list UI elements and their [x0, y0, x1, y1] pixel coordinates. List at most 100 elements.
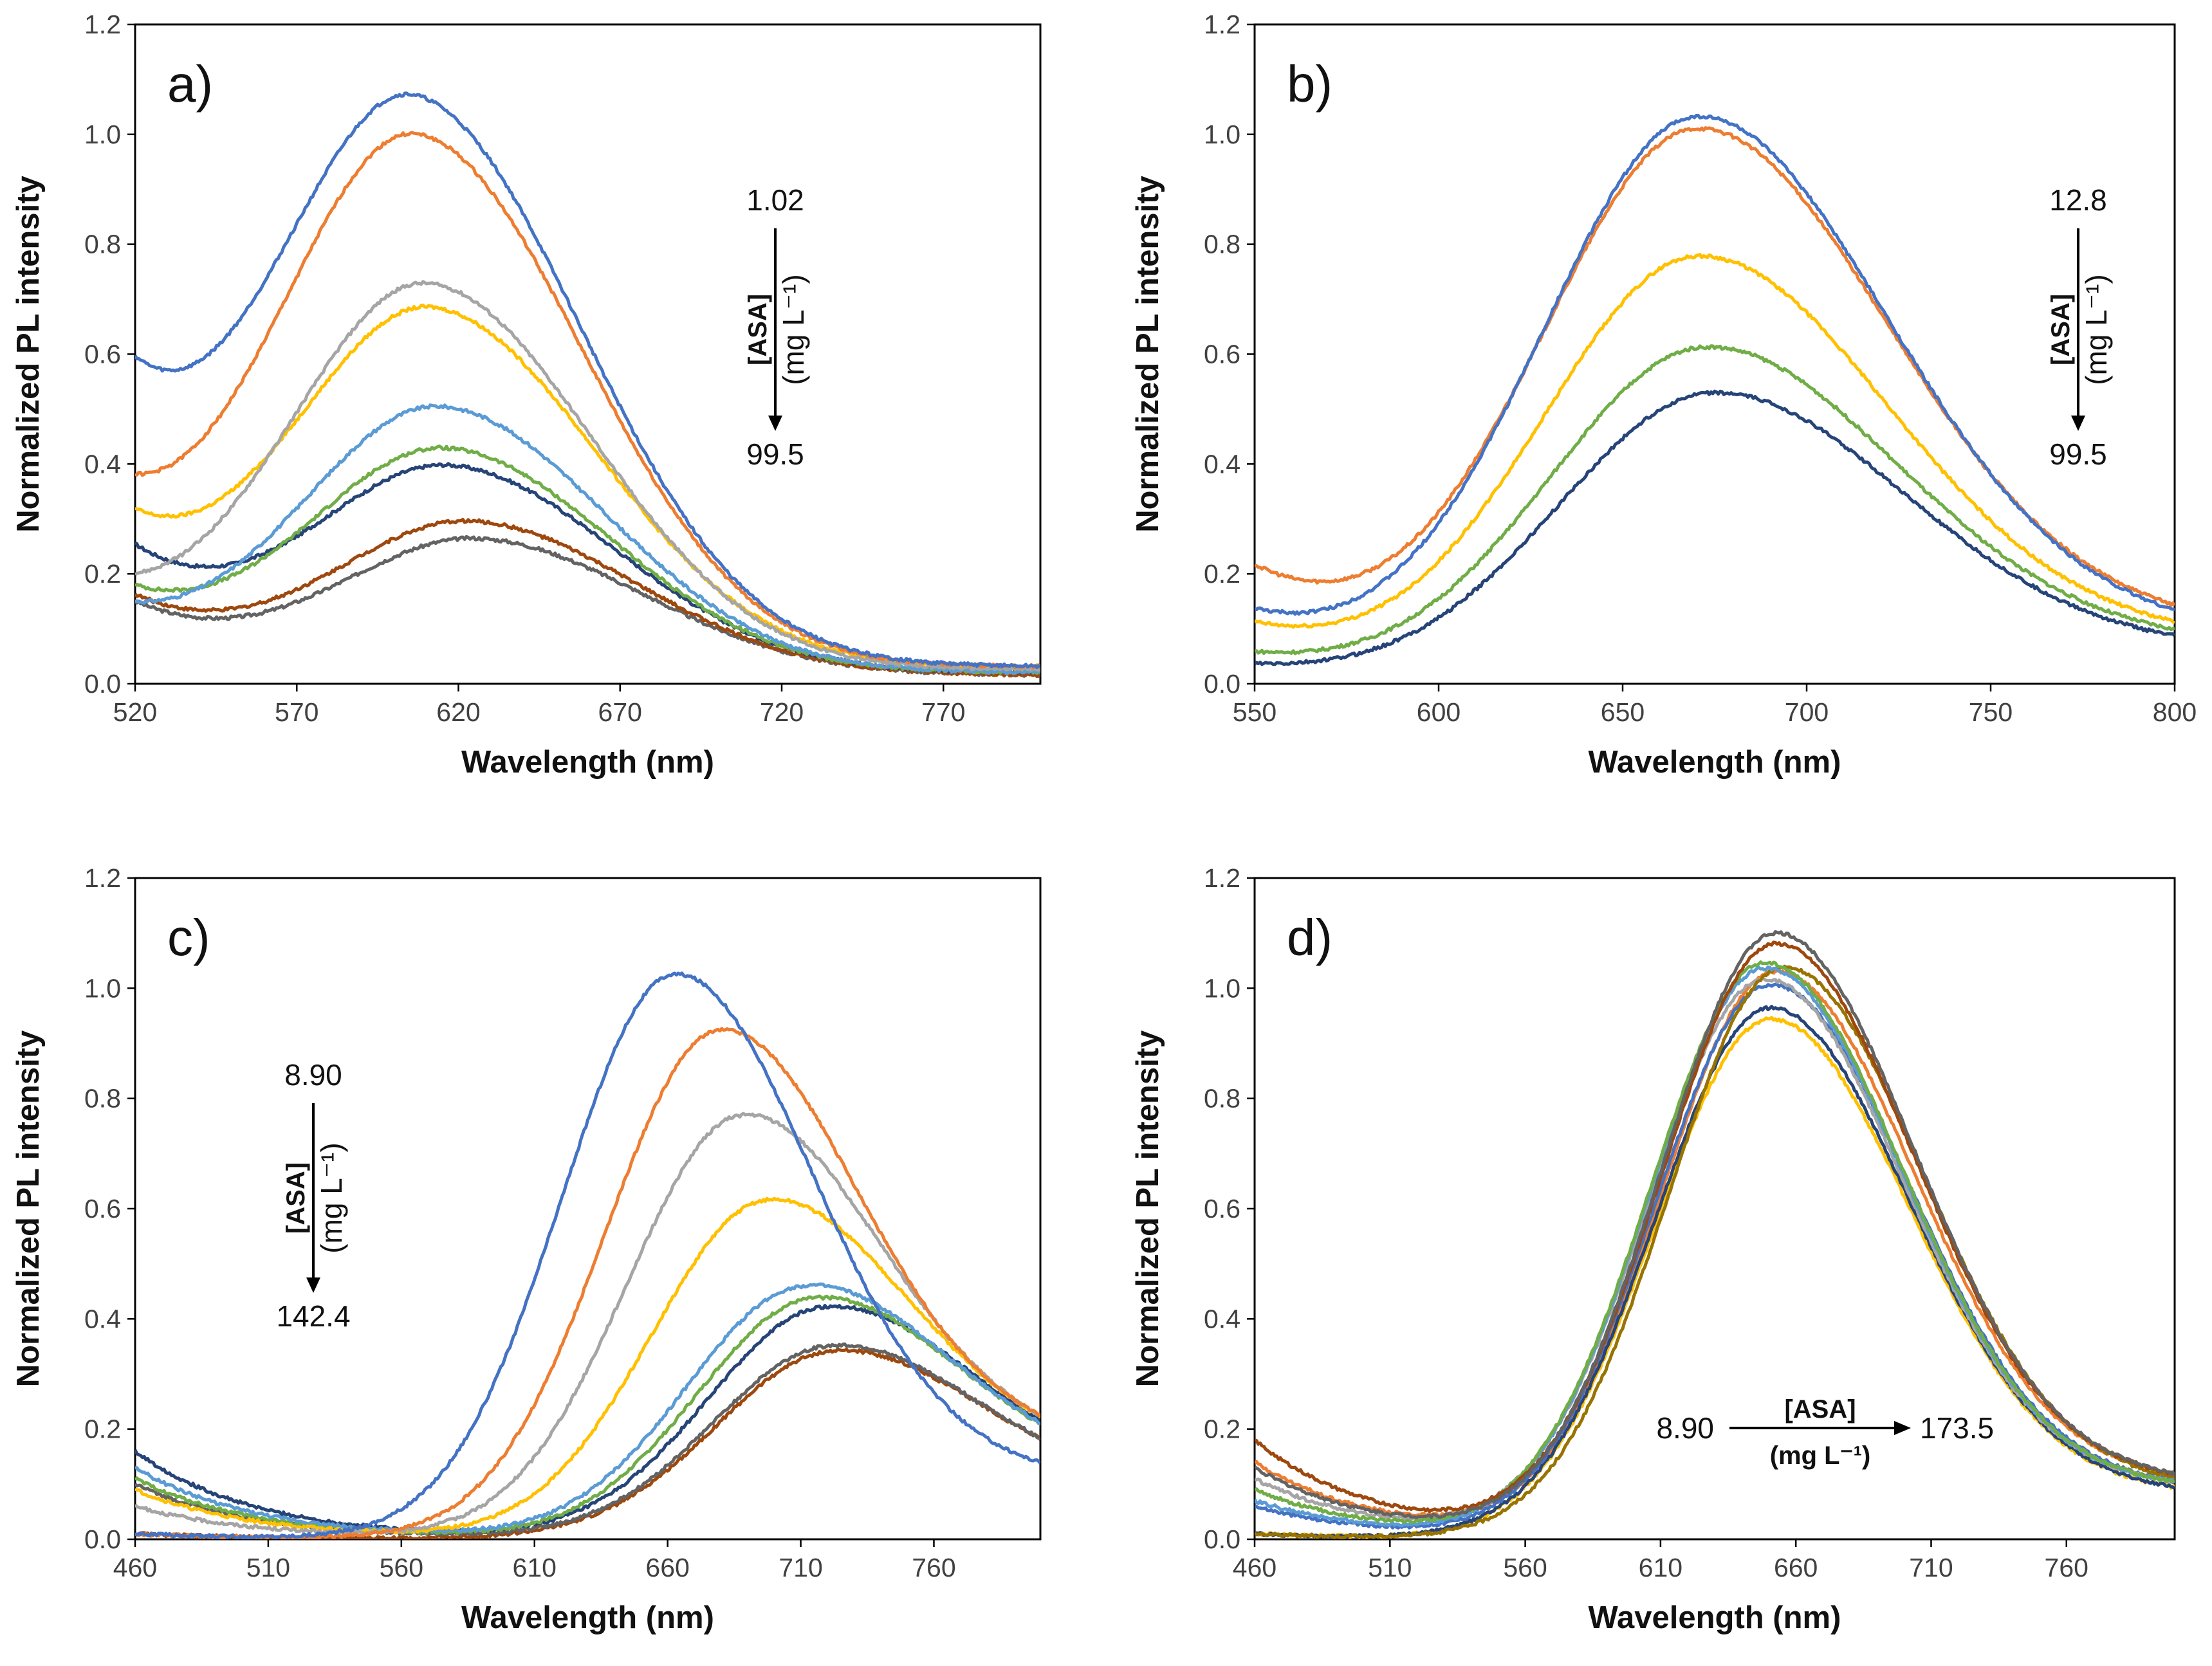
y-tick-label: 1.0 [84, 120, 121, 149]
annotation-label-bottom: (mg L⁻¹) [2079, 274, 2113, 385]
x-axis-title: Wavelength (nm) [461, 1600, 714, 1635]
x-tick-label: 720 [760, 697, 804, 727]
y-tick-label: 1.2 [84, 10, 121, 39]
annotation-arrowhead [306, 1277, 320, 1293]
x-axis-title: Wavelength (nm) [1589, 1600, 1841, 1635]
panel-label: c) [167, 909, 210, 966]
x-tick-label: 660 [645, 1553, 689, 1582]
y-tick-label: 1.2 [1204, 10, 1240, 39]
chart-panel-1: 0.0 0.2 0.4 0.6 0.8 1.0 1.2 520 570 620 670 720 770 W… [11, 10, 1042, 780]
y-tick-label: 0.2 [1204, 559, 1240, 589]
y-tick-label: 0.4 [84, 1304, 121, 1333]
annotation-label-top: [ASA] [1784, 1395, 1856, 1423]
x-tick-label: 760 [912, 1553, 955, 1582]
annotation-start: 8.90 [284, 1058, 342, 1092]
chart-panel-3: 0.0 0.2 0.4 0.6 0.8 1.0 1.2 460 510 560 610 660 710 7… [11, 863, 1042, 1635]
x-axis-title: Wavelength (nm) [461, 745, 714, 780]
y-tick-label: 0.4 [84, 449, 121, 479]
series-line-1 [135, 91, 1040, 669]
annotation-end: 99.5 [746, 437, 804, 471]
annotation-arrowhead [2071, 416, 2085, 431]
y-tick-label: 0.6 [1204, 340, 1240, 369]
annotation-label-bottom: (mg L⁻¹) [315, 1142, 348, 1254]
series-line-6 [135, 1294, 1040, 1535]
x-tick-label: 670 [598, 697, 642, 727]
panel-label: a) [167, 55, 213, 113]
x-tick-label: 520 [113, 697, 157, 727]
x-tick-label: 710 [1909, 1553, 1953, 1582]
y-tick-label: 0.2 [84, 559, 121, 589]
series-line-2 [135, 1027, 1040, 1539]
y-tick-label: 0.6 [1204, 1194, 1240, 1223]
x-tick-label: 770 [921, 697, 965, 727]
y-tick-label: 0.4 [1204, 1304, 1240, 1333]
x-tick-label: 610 [513, 1553, 557, 1582]
series-group [1255, 930, 2175, 1539]
series-group [135, 91, 1040, 679]
series-line-3 [135, 1112, 1040, 1536]
y-tick-label: 0.4 [1204, 449, 1240, 479]
x-tick-label: 620 [436, 697, 480, 727]
annotation-end: 99.5 [2049, 437, 2107, 471]
series-line-3 [1255, 253, 2175, 629]
panel-label: b) [1287, 55, 1332, 113]
series-line-5 [135, 1282, 1040, 1534]
chart-panel-4: 0.0 0.2 0.4 0.6 0.8 1.0 1.2 460 510 560 610 660 710 7… [1130, 863, 2176, 1635]
series-line-1 [135, 971, 1040, 1539]
x-axis-title: Wavelength (nm) [1589, 745, 1841, 780]
y-tick-label: 1.2 [84, 863, 121, 893]
concentration-annotation: 12.8 99.5 [ASA] (mg L⁻¹) [2047, 183, 2113, 471]
annotation-label-top: [ASA] [744, 294, 772, 365]
x-tick-label: 750 [1969, 697, 2013, 727]
y-tick-label: 0.2 [84, 1414, 121, 1444]
panel-label: d) [1287, 909, 1332, 966]
series-line-1 [1255, 113, 2175, 616]
annotation-label-bottom: (mg L⁻¹) [777, 274, 810, 385]
series-line-4 [135, 1196, 1040, 1535]
concentration-annotation: 8.90 142.4 [ASA] (mg L⁻¹) [276, 1058, 350, 1333]
y-tick-label: 0.0 [84, 669, 121, 699]
y-tick-label: 0.0 [84, 1524, 121, 1554]
x-tick-label: 560 [380, 1553, 423, 1582]
x-tick-label: 710 [779, 1553, 822, 1582]
series-line-4 [1255, 344, 2175, 655]
x-tick-label: 510 [246, 1553, 290, 1582]
x-tick-label: 800 [2153, 697, 2197, 727]
y-tick-label: 0.0 [1204, 1524, 1240, 1554]
series-line-7 [135, 1304, 1040, 1534]
x-tick-label: 460 [1233, 1553, 1277, 1582]
annotation-end: 173.5 [1920, 1411, 1994, 1445]
x-tick-label: 460 [113, 1553, 157, 1582]
x-tick-label: 560 [1503, 1553, 1547, 1582]
annotation-start: 12.8 [2049, 183, 2107, 217]
x-tick-label: 760 [2045, 1553, 2088, 1582]
series-line-5 [135, 403, 1040, 675]
y-tick-label: 1.0 [1204, 973, 1240, 1003]
x-tick-label: 550 [1233, 697, 1277, 727]
x-tick-label: 700 [1785, 697, 1829, 727]
y-tick-label: 0.6 [84, 1194, 121, 1223]
annotation-label-bottom: (mg L⁻¹) [1770, 1442, 1871, 1470]
y-axis-title: Normalized PL intensity [1130, 1030, 1165, 1387]
y-tick-label: 0.6 [84, 340, 121, 369]
series-group [135, 971, 1040, 1539]
series-line-1 [1255, 930, 2175, 1519]
annotation-end: 142.4 [276, 1299, 350, 1333]
chart-panel-2: 0.0 0.2 0.4 0.6 0.8 1.0 1.2 550 600 650 700 750 800 W… [1130, 10, 2197, 780]
y-tick-label: 0.0 [1204, 669, 1240, 699]
y-tick-label: 0.8 [84, 230, 121, 259]
x-tick-label: 510 [1368, 1553, 1412, 1582]
concentration-annotation: 1.02 99.5 [ASA] (mg L⁻¹) [744, 183, 810, 471]
annotation-label-top: [ASA] [2047, 294, 2075, 365]
y-tick-label: 0.2 [1204, 1414, 1240, 1444]
x-tick-label: 600 [1417, 697, 1461, 727]
y-tick-label: 0.8 [1204, 230, 1240, 259]
x-tick-label: 610 [1639, 1553, 1682, 1582]
series-line-8 [135, 518, 1040, 678]
series-line-5 [1255, 389, 2175, 666]
y-axis-title: Normalized PL intensity [11, 1030, 46, 1387]
annotation-arrowhead [1894, 1421, 1911, 1435]
annotation-start: 8.90 [1656, 1411, 1714, 1445]
